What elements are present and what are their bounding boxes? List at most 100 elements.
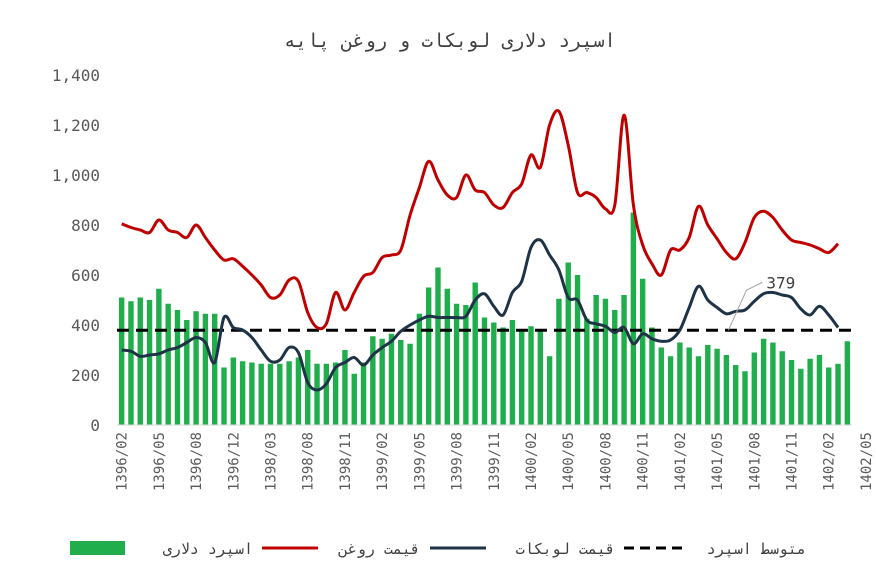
bar (444, 288, 450, 425)
x-tick-label: 1399/02 (375, 432, 391, 491)
bar (677, 342, 683, 425)
legend-swatch-bars (70, 541, 125, 555)
x-tick-label: 1398/08 (301, 432, 317, 491)
x-tick-label: 1400/05 (561, 432, 577, 491)
x-tick-label: 1401/02 (673, 432, 689, 491)
bar (407, 343, 413, 425)
bar (602, 298, 609, 425)
bar (435, 267, 441, 425)
bar (388, 333, 395, 425)
x-tick-label: 1396/08 (189, 432, 205, 491)
bar (509, 320, 516, 425)
bar (760, 338, 767, 425)
x-tick-label: 1402/05 (859, 432, 875, 491)
x-tick-label: 1401/08 (747, 432, 763, 491)
bar (649, 327, 655, 425)
bar (230, 357, 236, 425)
bar (332, 362, 339, 425)
annotation-leader (727, 281, 763, 331)
bar (156, 288, 162, 425)
bar (295, 357, 302, 425)
bar (202, 313, 209, 425)
bar (491, 322, 497, 425)
x-tick-label: 1396/05 (152, 432, 168, 491)
bar (500, 327, 506, 425)
y-tick-label: 1,200 (52, 116, 100, 135)
bar (779, 351, 785, 425)
bar (463, 305, 469, 425)
bar (584, 318, 590, 425)
bar (351, 373, 357, 425)
legend-label-lube: قیمت لوبکات (516, 540, 615, 558)
x-tick-label: 1399/05 (412, 432, 428, 491)
bar (705, 345, 711, 425)
bar (323, 363, 330, 425)
bar (621, 295, 627, 425)
bar (370, 336, 376, 425)
bar (128, 301, 134, 425)
x-tick-label: 1400/08 (598, 432, 614, 491)
x-axis: 1396/02 1396/05 1396/08 1396/12 1398/03 1398/… (115, 432, 875, 491)
y-tick-label: 400 (71, 316, 100, 335)
bar (174, 310, 181, 425)
bar (816, 355, 823, 425)
bar (667, 356, 674, 425)
bar (807, 358, 813, 425)
x-tick-label: 1401/05 (710, 432, 726, 491)
x-tick-label: 1402/02 (822, 432, 838, 491)
x-tick-label: 1401/11 (785, 432, 801, 491)
bar (612, 310, 618, 425)
x-tick-label: 1400/11 (636, 432, 652, 491)
bar (398, 340, 404, 425)
bar (193, 311, 199, 425)
bar (211, 313, 218, 425)
chart-title: اسپرد دلاری لوبکات و روغن پایه (284, 30, 616, 52)
bar (714, 348, 720, 425)
bar (118, 297, 125, 425)
bar (695, 356, 702, 425)
bar (788, 360, 795, 425)
x-tick-label: 1398/11 (338, 432, 354, 491)
bar (630, 212, 637, 425)
bar (844, 341, 851, 425)
bar (537, 331, 544, 425)
y-tick-label: 1,000 (52, 166, 100, 185)
bar (481, 317, 488, 425)
legend-label-oil: قیمت روغن (338, 540, 420, 558)
bar (593, 295, 599, 425)
y-tick-label: 800 (71, 216, 100, 235)
y-tick-label: 0 (90, 416, 100, 435)
bar (565, 262, 571, 425)
bar (528, 326, 534, 425)
spread-bars (118, 212, 851, 425)
bar (453, 303, 460, 425)
x-tick-label: 1400/02 (524, 432, 540, 491)
bar (425, 287, 432, 425)
legend-label-bars: اسپرد دلاری (163, 540, 253, 559)
bar (221, 367, 227, 425)
bar (146, 300, 153, 425)
bar (658, 347, 664, 425)
bar (342, 350, 348, 425)
bar (239, 361, 246, 425)
bar (184, 320, 190, 425)
bar (686, 347, 692, 425)
bar (277, 363, 283, 425)
bar (574, 275, 581, 425)
bar (826, 367, 832, 425)
bar (519, 330, 525, 425)
bar (556, 298, 562, 425)
legend-label-avg: متوسط اسپرد (707, 540, 806, 559)
oil-price-line (121, 109, 840, 331)
bar (305, 350, 311, 425)
y-axis: 0 200 400 600 800 1,000 1,200 1,400 (52, 66, 100, 435)
bar (723, 355, 730, 425)
bar (286, 361, 292, 425)
bar (379, 338, 385, 425)
bar (137, 297, 143, 425)
bar (546, 356, 553, 425)
bar (249, 362, 255, 425)
bar (835, 363, 841, 425)
x-tick-label: 1398/03 (264, 432, 280, 491)
bar (472, 282, 478, 425)
